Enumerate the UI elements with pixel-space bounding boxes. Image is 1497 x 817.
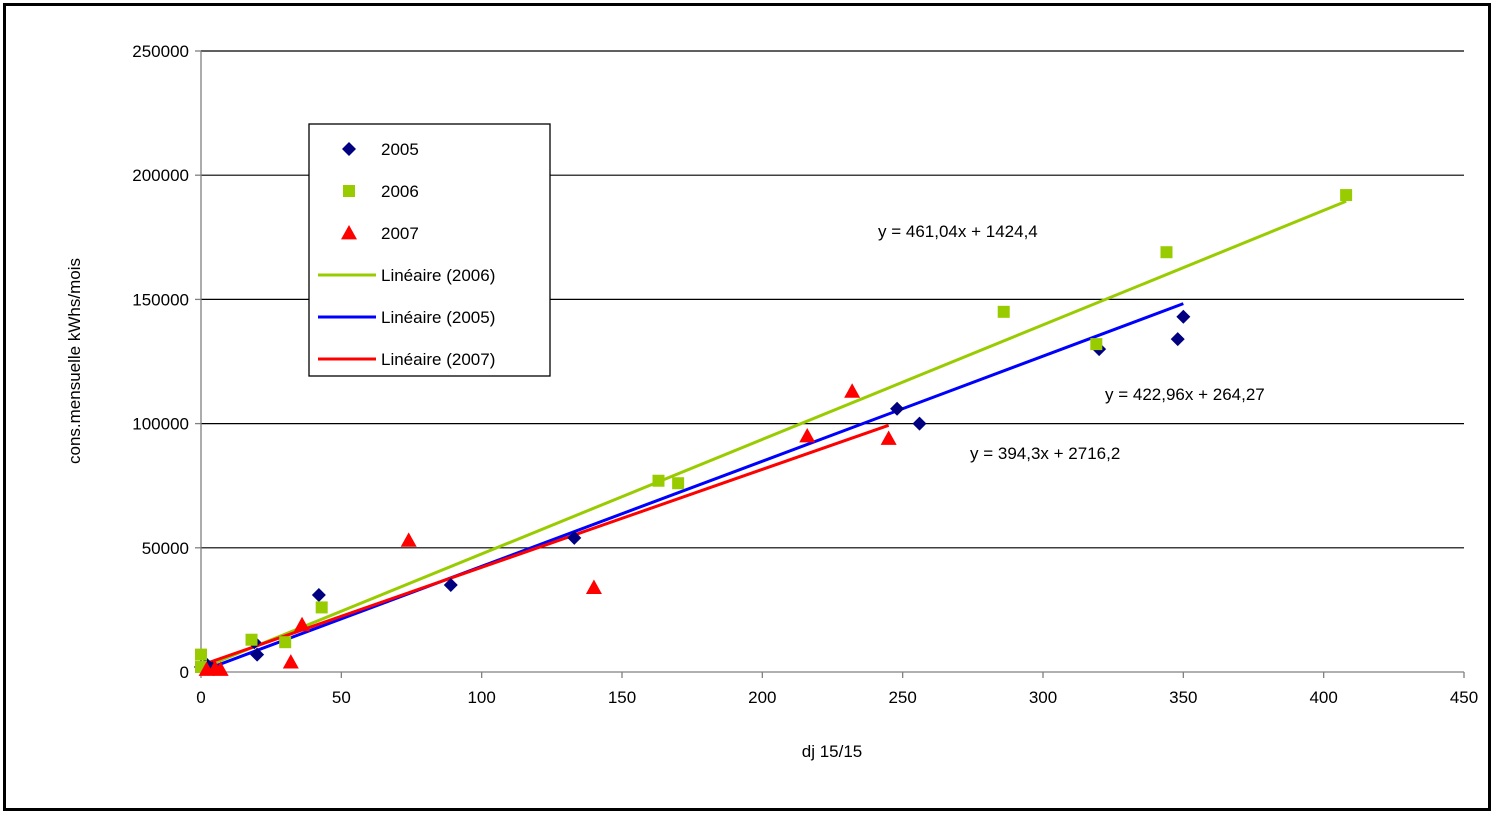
data-point-2005	[912, 416, 927, 431]
legend-key-diamond	[342, 142, 356, 156]
legend-box	[308, 123, 551, 377]
legend-label: 2007	[381, 224, 419, 243]
data-point-2006	[1090, 338, 1103, 351]
data-point-2005	[311, 587, 326, 602]
data-point-2006	[997, 305, 1010, 318]
x-tick-label: 100	[467, 688, 495, 707]
data-point-2006	[279, 636, 292, 649]
data-point-2006	[195, 648, 207, 661]
data-point-2005	[890, 401, 905, 416]
data-point-2007	[799, 428, 816, 443]
x-tick-label: 300	[1029, 688, 1057, 707]
legend: 2005 2006 2007 Linéaire (2006) Linéaire (200…	[308, 123, 551, 377]
trendline-2006	[200, 199, 1347, 670]
y-tick-label: 100000	[132, 415, 189, 434]
legend-label: Linéaire (2007)	[381, 350, 495, 369]
trendline-equation-2006: y = 461,04x + 1424,4	[878, 222, 1038, 241]
data-point-2006	[672, 477, 685, 490]
data-point-2007	[282, 654, 299, 669]
y-tick-label: 0	[180, 663, 189, 682]
data-point-2005	[443, 578, 458, 593]
data-point-2007	[844, 383, 861, 398]
data-point-2005	[1176, 309, 1191, 324]
trendline-2007	[200, 423, 890, 667]
ticks-layer: 0 50000 100000 150000 200000 250000 0 50 100 150 2…	[132, 42, 1478, 707]
data-point-2005	[250, 647, 265, 662]
data-point-2007	[880, 430, 897, 445]
trendline-layer	[200, 199, 1347, 673]
y-tick-label: 150000	[132, 290, 189, 309]
x-tick-label: 350	[1169, 688, 1197, 707]
legend-label: 2006	[381, 182, 419, 201]
y-tick-label: 50000	[142, 539, 189, 558]
y-axis-title: cons.mensuelle kWhs/mois	[65, 258, 84, 464]
data-point-2005	[1170, 332, 1185, 347]
data-point-2007	[400, 532, 417, 547]
legend-key-square	[343, 185, 355, 197]
data-point-2007	[585, 579, 602, 594]
y-tick-label: 200000	[132, 166, 189, 185]
data-point-2006	[245, 633, 258, 646]
legend-label: Linéaire (2006)	[381, 266, 495, 285]
chart-frame	[3, 3, 1491, 811]
data-point-2006	[315, 601, 328, 614]
data-point-2006	[1160, 246, 1173, 259]
trendline-2005	[200, 302, 1184, 673]
y-tick-label: 250000	[132, 42, 189, 61]
legend-label: 2005	[381, 140, 419, 159]
x-tick-label: 250	[888, 688, 916, 707]
points-layer	[194, 189, 1353, 676]
x-tick-label: 50	[332, 688, 351, 707]
x-axis-title: dj 15/15	[802, 742, 863, 761]
legend-label: Linéaire (2005)	[381, 308, 495, 327]
data-point-2007	[212, 661, 229, 676]
data-point-2005	[567, 530, 582, 545]
x-tick-label: 200	[748, 688, 776, 707]
x-tick-label: 450	[1450, 688, 1478, 707]
x-tick-label: 0	[196, 688, 205, 707]
trendline-equation-2005: y = 422,96x + 264,27	[1105, 385, 1265, 404]
legend-key-triangle	[341, 225, 357, 240]
data-point-2006	[652, 474, 665, 487]
trendline-equation-2007: y = 394,3x + 2716,2	[970, 444, 1120, 463]
data-point-2007	[294, 616, 311, 632]
axes-layer	[200, 51, 1464, 673]
data-point-2006	[1340, 189, 1353, 202]
x-tick-label: 150	[608, 688, 636, 707]
x-tick-label: 400	[1309, 688, 1337, 707]
